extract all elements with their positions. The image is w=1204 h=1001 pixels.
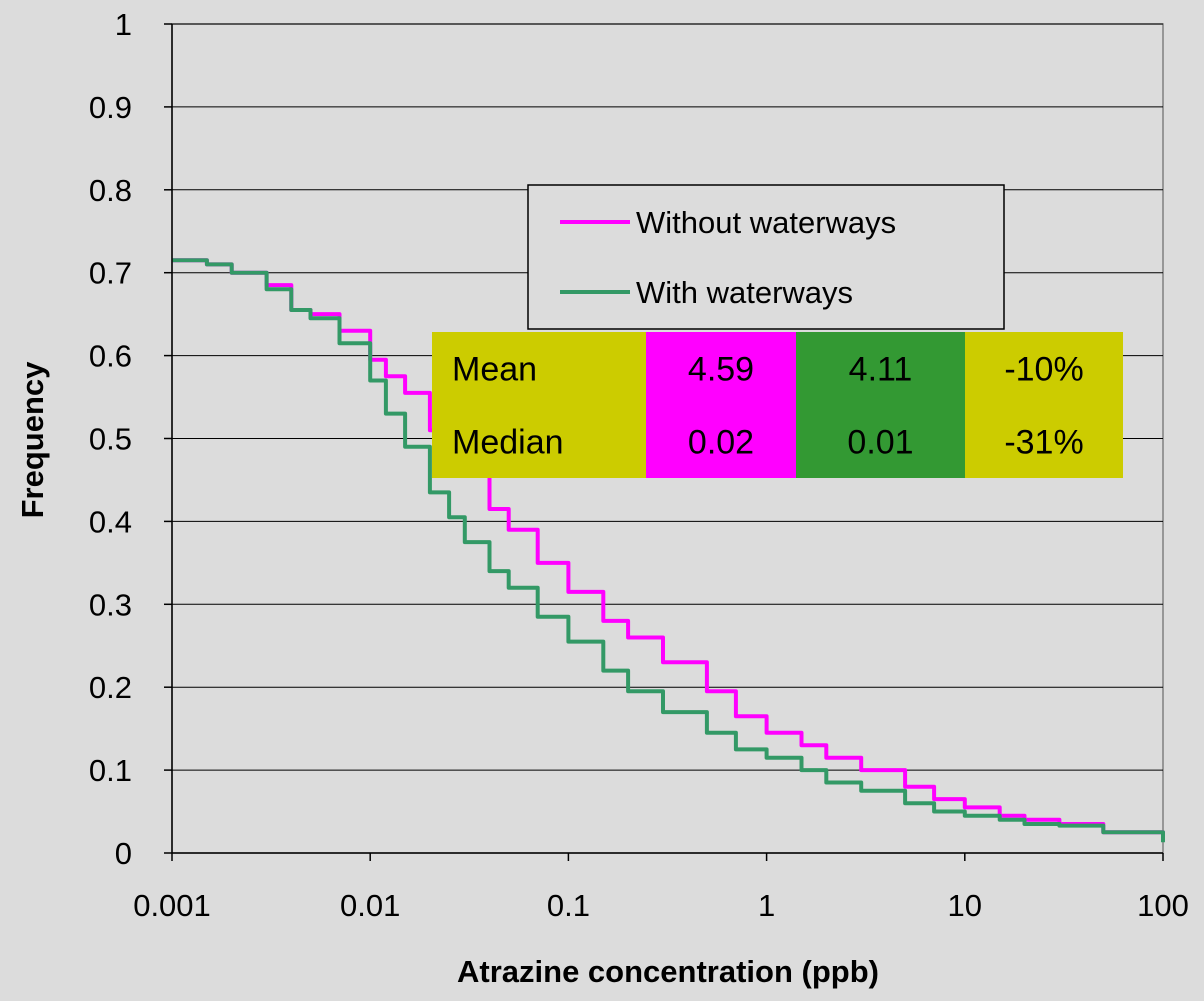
stats-cell-change: -10% — [1004, 351, 1083, 389]
legend: Without waterways With waterways — [527, 184, 1005, 330]
y-tick-label: 0 — [115, 836, 132, 871]
stats-cell-label: Median — [452, 424, 564, 462]
axis-layer: 0 0.1 0.2 0.3 0.4 0.5 0.6 0.7 0.8 0.9 1 0.001 0.01 0.… — [89, 7, 1189, 923]
y-tick-label: 0.1 — [89, 753, 132, 788]
stats-cell-with: 4.11 — [849, 351, 913, 389]
stats-column-bg — [432, 332, 646, 478]
legend-box — [527, 184, 1005, 330]
y-tick-label: 0.7 — [89, 256, 132, 291]
x-tick-label: 1 — [758, 888, 775, 923]
legend-label: With waterways — [636, 275, 853, 310]
stats-cell-label: Mean — [452, 351, 537, 389]
series-layer — [172, 258, 1165, 843]
y-tick-label: 0.9 — [89, 90, 132, 125]
y-tick-label: 0.8 — [89, 173, 132, 208]
y-tick-label: 1 — [115, 7, 132, 42]
y-tick-label: 0.2 — [89, 670, 132, 705]
series-line-without-waterways — [172, 258, 1165, 841]
x-tick-label: 0.001 — [133, 888, 211, 923]
y-tick-label: 0.4 — [89, 504, 132, 539]
x-tick-label: 100 — [1137, 888, 1189, 923]
stats-column-bg — [965, 332, 1123, 478]
legend-label: Without waterways — [636, 205, 896, 240]
stats-cell-with: 0.01 — [847, 424, 913, 462]
y-tick-label: 0.6 — [89, 339, 132, 374]
stats-table: Mean 4.59 4.11 -10% Median 0.02 0.01 -31% — [432, 332, 1123, 478]
x-tick-label: 10 — [948, 888, 982, 923]
stats-cell-without: 4.59 — [688, 351, 754, 389]
stats-column-bg — [646, 332, 796, 478]
series-line-with-waterways — [172, 258, 1165, 843]
stats-cell-change: -31% — [1004, 424, 1083, 462]
x-tick-label: 0.1 — [547, 888, 590, 923]
y-axis-title: Frequency — [15, 361, 50, 519]
x-tick-label: 0.01 — [340, 888, 400, 923]
stats-column-bg — [796, 332, 965, 478]
stats-cell-without: 0.02 — [688, 424, 754, 462]
y-tick-label: 0.5 — [89, 422, 132, 457]
y-tick-label: 0.3 — [89, 587, 132, 622]
x-axis-title: Atrazine concentration (ppb) — [457, 954, 879, 989]
